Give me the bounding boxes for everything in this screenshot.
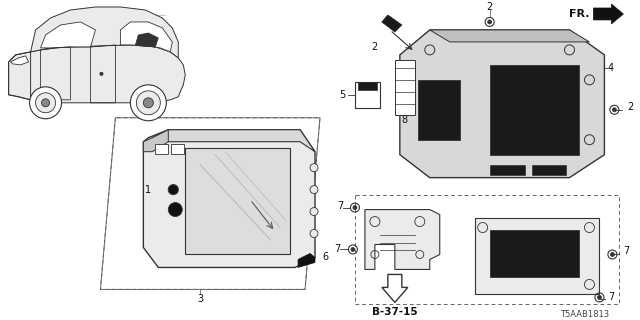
Circle shape xyxy=(310,164,318,172)
Polygon shape xyxy=(382,15,402,32)
Polygon shape xyxy=(31,7,179,58)
Circle shape xyxy=(29,87,61,119)
Text: 8: 8 xyxy=(402,115,408,125)
Polygon shape xyxy=(40,22,95,48)
Bar xyxy=(490,229,579,277)
Polygon shape xyxy=(11,56,29,65)
Polygon shape xyxy=(593,4,623,24)
Polygon shape xyxy=(298,253,315,268)
Polygon shape xyxy=(8,45,185,103)
Polygon shape xyxy=(382,275,408,302)
Circle shape xyxy=(143,98,154,108)
Circle shape xyxy=(351,247,355,252)
Bar xyxy=(172,144,184,154)
Circle shape xyxy=(353,205,357,210)
Circle shape xyxy=(168,185,179,195)
Text: 7: 7 xyxy=(333,244,340,254)
Circle shape xyxy=(612,108,616,112)
Circle shape xyxy=(136,91,161,115)
Polygon shape xyxy=(355,82,380,108)
Text: 2: 2 xyxy=(372,42,378,52)
Polygon shape xyxy=(418,80,460,140)
Text: 6: 6 xyxy=(322,252,328,262)
Text: 3: 3 xyxy=(197,294,204,304)
Bar xyxy=(358,82,377,90)
Circle shape xyxy=(42,99,49,107)
Polygon shape xyxy=(400,30,604,178)
Polygon shape xyxy=(120,22,172,52)
Circle shape xyxy=(310,186,318,194)
Polygon shape xyxy=(143,130,168,152)
Text: B-37-15: B-37-15 xyxy=(372,308,418,317)
Circle shape xyxy=(310,208,318,216)
Polygon shape xyxy=(152,130,315,152)
Circle shape xyxy=(597,295,602,300)
Circle shape xyxy=(100,72,103,75)
Text: 1: 1 xyxy=(145,185,152,195)
Circle shape xyxy=(611,252,614,257)
Circle shape xyxy=(168,203,182,217)
Text: T5AAB1813: T5AAB1813 xyxy=(560,310,609,319)
Polygon shape xyxy=(395,60,415,115)
Text: 2: 2 xyxy=(627,102,634,112)
Polygon shape xyxy=(490,65,579,155)
Text: FR.: FR. xyxy=(569,9,589,19)
Text: 7: 7 xyxy=(609,292,614,302)
Polygon shape xyxy=(430,30,589,42)
Polygon shape xyxy=(143,130,315,268)
Circle shape xyxy=(36,93,56,113)
Text: 5: 5 xyxy=(339,90,345,100)
Text: 2: 2 xyxy=(486,2,493,12)
Text: 4: 4 xyxy=(607,63,614,73)
Polygon shape xyxy=(365,210,440,269)
Polygon shape xyxy=(185,148,290,254)
Text: 7: 7 xyxy=(337,201,343,211)
Circle shape xyxy=(131,85,166,121)
Polygon shape xyxy=(475,218,600,294)
Polygon shape xyxy=(136,33,158,47)
Circle shape xyxy=(488,20,492,24)
Bar xyxy=(156,144,168,154)
Circle shape xyxy=(310,229,318,237)
Text: 7: 7 xyxy=(623,246,630,257)
Bar xyxy=(490,165,525,175)
Bar xyxy=(532,165,566,175)
